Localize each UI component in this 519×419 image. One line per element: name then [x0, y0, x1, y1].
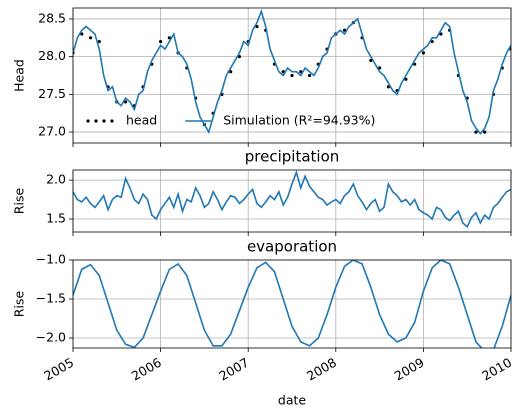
observation: [421, 51, 425, 55]
x-tick-label: 2008: [304, 355, 339, 384]
legend-marker: [86, 119, 90, 123]
y-tick-label: 27.5: [38, 86, 66, 101]
legend-label: head: [126, 113, 157, 128]
x-tick-label: 2010: [479, 355, 514, 384]
panel-title: evaporation: [247, 238, 337, 256]
observation: [430, 39, 434, 44]
x-tick-label: 2005: [41, 355, 76, 384]
observation: [237, 55, 242, 59]
y-tick-label: −2.0: [36, 330, 66, 345]
legend-label: Simulation (R²=94.93%): [223, 113, 375, 128]
y-axis-label: Head: [12, 59, 27, 92]
observation: [483, 130, 487, 134]
observation: [342, 28, 347, 32]
observation: [97, 39, 101, 44]
legend-marker: [102, 119, 106, 123]
observation: [378, 66, 382, 70]
plot-area: [73, 260, 511, 348]
axes-frame: [72, 7, 512, 144]
y-tick-label: 27.0: [38, 124, 66, 139]
y-tick-label: 1.5: [46, 211, 66, 226]
y-axis-label: Rise: [12, 291, 27, 318]
axes-frame: [72, 169, 512, 233]
observation: [88, 36, 93, 40]
y-tick-label: −1.0: [36, 252, 66, 267]
observation: [281, 70, 285, 74]
observation: [307, 73, 312, 78]
observation: [386, 85, 390, 89]
x-tick-label: 2009: [392, 355, 427, 384]
axes-frame: [72, 259, 512, 349]
x-tick-label: 2007: [216, 355, 251, 384]
y-tick-label: −1.5: [36, 291, 66, 306]
series-line: [73, 8, 511, 135]
y-axis-label: Rise: [12, 188, 27, 215]
x-tick-label: 2006: [129, 355, 164, 384]
series-line: [73, 170, 511, 229]
y-tick-label: 2.0: [46, 172, 66, 187]
observation: [474, 130, 478, 134]
observation: [299, 70, 303, 74]
legend-marker: [94, 119, 98, 123]
observation: [404, 77, 408, 81]
x-axis-label: date: [278, 393, 306, 408]
series-line: [73, 260, 511, 348]
panel-title: precipitation: [245, 148, 340, 166]
y-tick-label: 28.0: [38, 48, 66, 63]
plot-area: [73, 8, 511, 135]
plot-area: [73, 170, 511, 229]
y-tick-label: 28.5: [38, 10, 66, 25]
observation: [290, 73, 294, 78]
observation: [159, 39, 163, 44]
legend-marker: [110, 119, 114, 123]
